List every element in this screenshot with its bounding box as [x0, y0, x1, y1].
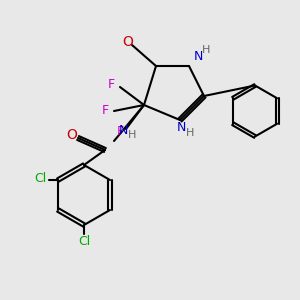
- Text: H: H: [128, 130, 136, 140]
- Text: F: F: [116, 125, 124, 139]
- Text: N: N: [118, 124, 128, 137]
- Text: H: H: [202, 45, 211, 56]
- Text: Cl: Cl: [78, 235, 90, 248]
- Text: F: F: [107, 77, 115, 91]
- Text: O: O: [67, 128, 77, 142]
- Text: N: N: [194, 50, 203, 64]
- Text: Cl: Cl: [34, 172, 46, 185]
- Text: N: N: [177, 121, 186, 134]
- Text: F: F: [101, 104, 109, 118]
- Text: O: O: [122, 35, 133, 49]
- Text: H: H: [186, 128, 195, 139]
